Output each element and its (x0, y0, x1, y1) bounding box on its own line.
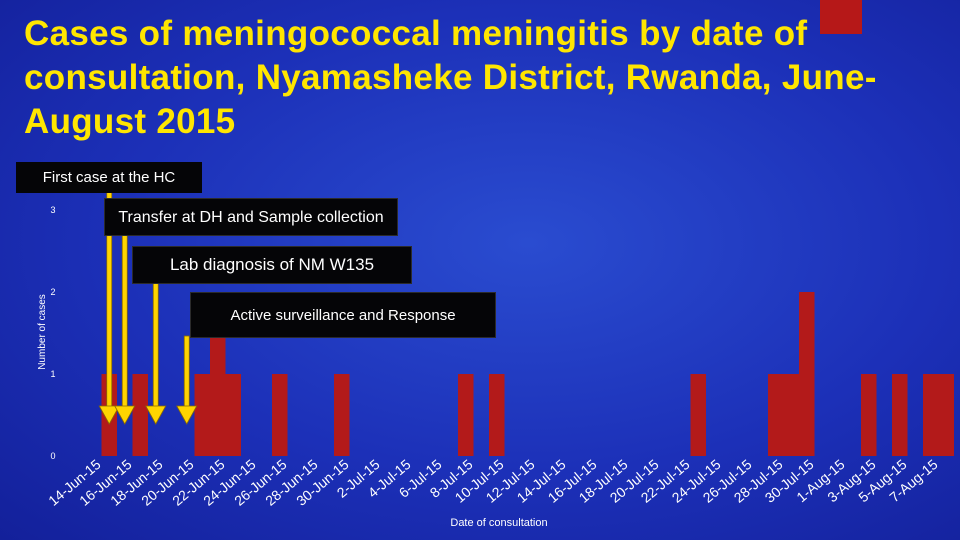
decorative-red-tab (820, 0, 862, 34)
bar-8-Jul-15 (458, 374, 474, 456)
y-tick-label: 2 (50, 287, 55, 297)
bar-30-Jun-15 (334, 374, 350, 456)
annotation-lab-diagnosis: Lab diagnosis of NM W135 (132, 246, 412, 284)
bar-7-Aug-15 (923, 374, 939, 456)
y-axis-ticks: 0 1 2 3 (50, 205, 55, 461)
y-tick-label: 0 (50, 451, 55, 461)
bar-29-Jul-15 (783, 374, 799, 456)
arrow-15-Jun-15 (98, 189, 120, 425)
annotation-transfer: Transfer at DH and Sample collection (104, 198, 398, 236)
bar-26-Jun-15 (272, 374, 288, 456)
bar-8-Aug-15 (938, 374, 954, 456)
bar-3-Aug-15 (861, 374, 877, 456)
y-axis-label: Number of cases (37, 294, 48, 370)
arrows-group (98, 189, 198, 425)
x-axis-ticks: 14-Jun-1516-Jun-1518-Jun-1520-Jun-1522-J… (45, 456, 941, 509)
arrow-20-Jun-15 (176, 335, 198, 425)
bar-17-Jun-15 (132, 374, 148, 456)
x-axis-label: Date of consultation (450, 517, 547, 529)
bar-23-Jul-15 (690, 374, 706, 456)
bar-23-Jun-15 (225, 374, 241, 456)
y-tick-label: 3 (50, 205, 55, 215)
annotation-active-surveillance: Active surveillance and Response (190, 292, 496, 338)
bar-30-Jul-15 (799, 292, 815, 456)
y-tick-label: 1 (50, 369, 55, 379)
slide-title: Cases of meningococcal meningitis by dat… (24, 14, 877, 141)
bar-5-Aug-15 (892, 374, 908, 456)
arrow-18-Jun-15 (145, 281, 167, 425)
bar-10-Jul-15 (489, 374, 505, 456)
bar-21-Jun-15 (194, 374, 210, 456)
bar-28-Jul-15 (768, 374, 784, 456)
annotation-first-case: First case at the HC (16, 162, 202, 193)
